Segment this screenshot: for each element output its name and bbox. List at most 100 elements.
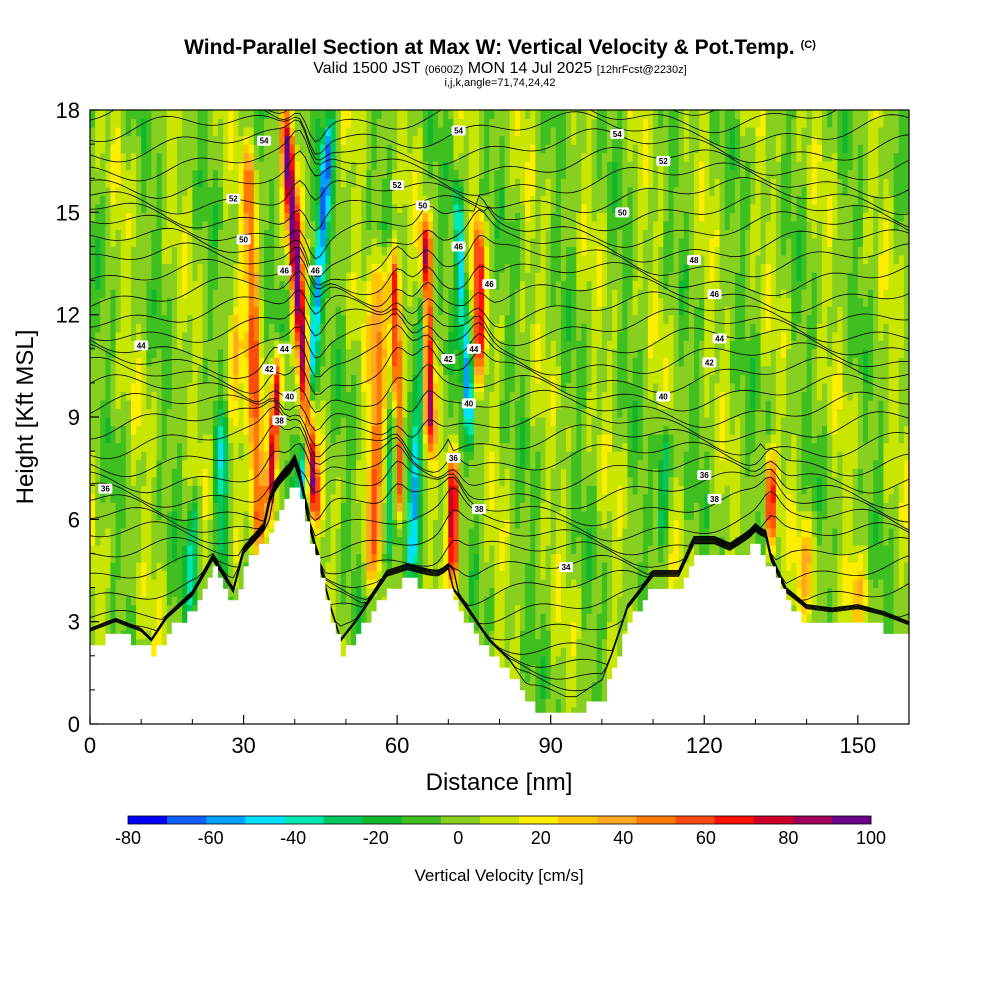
w-cell [361, 297, 368, 307]
w-cell [233, 306, 240, 316]
w-cell [376, 399, 383, 410]
w-cell [171, 493, 178, 503]
w-cell [141, 382, 147, 393]
w-cell [356, 468, 362, 478]
w-cell [136, 579, 142, 589]
w-cell [115, 408, 122, 418]
w-cell [356, 357, 362, 367]
w-cell [432, 237, 439, 248]
w-cell [233, 434, 240, 444]
w-cell [294, 417, 301, 427]
w-cell [335, 127, 342, 137]
w-cell [171, 561, 178, 572]
w-cell [197, 272, 204, 282]
w-cell [228, 152, 234, 162]
w-cell [397, 314, 403, 324]
w-cell [315, 314, 321, 324]
w-cell [340, 570, 347, 580]
w-cell [233, 442, 240, 452]
w-cell [228, 280, 234, 290]
w-cell [187, 246, 193, 256]
w-cell [330, 144, 337, 154]
w-cell [294, 220, 301, 230]
w-cell [187, 306, 193, 316]
w-cell [304, 306, 311, 316]
w-cell [156, 144, 163, 154]
w-cell [161, 596, 168, 606]
w-cell [366, 613, 373, 623]
w-cell [356, 434, 362, 444]
w-cell [325, 348, 332, 358]
w-cell [386, 365, 393, 375]
w-cell [315, 348, 321, 358]
w-cell [171, 434, 178, 444]
w-cell [115, 212, 122, 222]
w-cell [392, 408, 398, 418]
w-cell [212, 280, 219, 290]
w-cell [330, 468, 337, 478]
w-cell [422, 118, 429, 128]
w-cell [335, 391, 342, 401]
w-cell [432, 408, 439, 418]
w-cell [156, 272, 163, 282]
w-cell [315, 144, 321, 154]
w-cell [325, 502, 332, 512]
w-cell [120, 459, 127, 469]
w-cell [141, 621, 147, 631]
w-cell [95, 544, 101, 555]
w-cell [238, 485, 245, 495]
w-cell [182, 493, 188, 503]
w-cell [335, 323, 342, 333]
w-cell [279, 195, 286, 205]
w-cell [151, 254, 158, 265]
w-cell [392, 510, 398, 520]
w-cell [125, 203, 132, 213]
w-cell [120, 186, 127, 196]
w-cell [146, 297, 153, 307]
w-cell [356, 118, 362, 128]
w-cell [315, 434, 321, 444]
w-cell [325, 570, 332, 580]
w-cell [253, 348, 260, 358]
w-cell [151, 579, 158, 589]
w-cell [294, 306, 301, 316]
w-cell [202, 331, 209, 341]
w-cell [238, 365, 245, 375]
w-cell [289, 425, 296, 435]
w-cell [146, 229, 153, 239]
w-cell [161, 272, 168, 282]
w-cell [310, 212, 316, 222]
w-cell [381, 468, 388, 478]
w-cell [136, 203, 142, 213]
w-cell [402, 382, 408, 393]
w-cell [376, 561, 383, 572]
w-cell [187, 203, 193, 213]
w-cell [156, 451, 163, 461]
w-cell [192, 195, 199, 205]
w-cell [386, 561, 393, 572]
w-cell [130, 246, 137, 256]
w-cell [274, 365, 280, 375]
w-cell [136, 144, 142, 154]
w-cell [243, 519, 250, 529]
w-cell [95, 161, 101, 171]
w-cell [438, 544, 444, 555]
w-cell [284, 485, 291, 495]
w-cell [366, 135, 373, 145]
w-cell [110, 314, 117, 324]
w-cell [407, 306, 414, 316]
w-cell [366, 348, 373, 358]
w-cell [100, 254, 106, 265]
w-cell [151, 374, 158, 384]
w-cell [386, 323, 393, 333]
w-cell [197, 212, 204, 222]
w-cell [166, 357, 173, 367]
w-cell [371, 579, 378, 589]
w-cell [258, 519, 265, 529]
w-cell [248, 408, 255, 418]
w-cell [412, 417, 419, 427]
w-cell [356, 178, 362, 188]
w-cell [177, 459, 183, 469]
w-cell [207, 152, 214, 162]
w-cell [202, 485, 209, 495]
